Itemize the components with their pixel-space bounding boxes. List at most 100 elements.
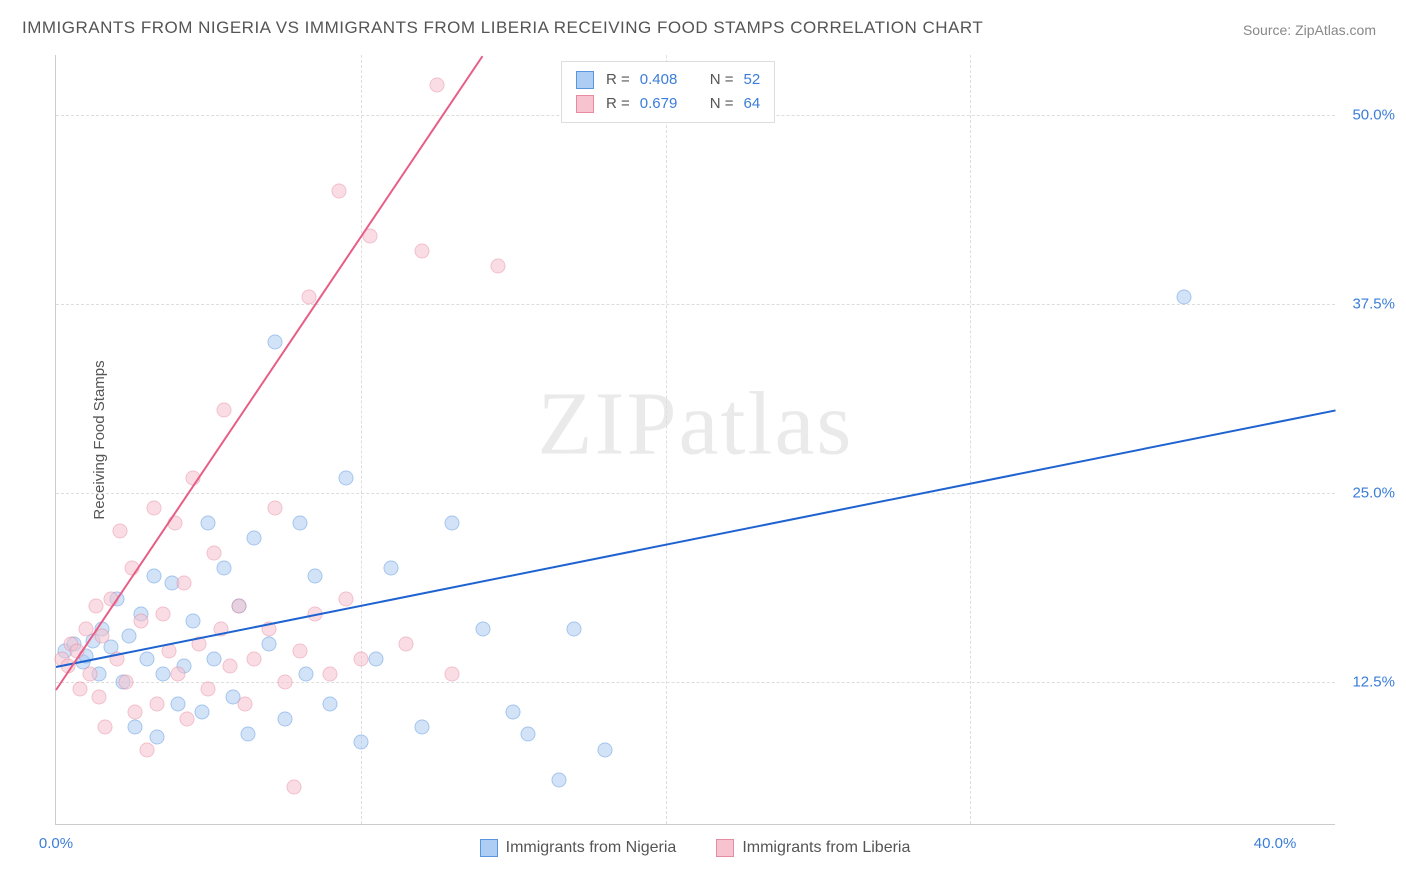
scatter-point-liberia [207, 546, 222, 561]
scatter-point-liberia [149, 697, 164, 712]
scatter-point-nigeria [195, 704, 210, 719]
scatter-point-nigeria [241, 727, 256, 742]
scatter-point-nigeria [247, 531, 262, 546]
scatter-point-nigeria [140, 651, 155, 666]
scatter-point-nigeria [292, 516, 307, 531]
scatter-point-liberia [231, 599, 246, 614]
scatter-point-nigeria [207, 651, 222, 666]
scatter-point-liberia [490, 259, 505, 274]
y-tick-label: 37.5% [1352, 296, 1395, 313]
stats-row-nigeria: R = 0.408 N = 52 [576, 68, 760, 92]
scatter-point-nigeria [262, 636, 277, 651]
scatter-point-liberia [73, 682, 88, 697]
scatter-point-liberia [146, 500, 161, 515]
scatter-point-nigeria [384, 561, 399, 576]
scatter-point-liberia [201, 682, 216, 697]
scatter-point-nigeria [268, 334, 283, 349]
scatter-point-nigeria [186, 614, 201, 629]
swatch-icon [576, 71, 594, 89]
gridline-v [361, 55, 362, 824]
scatter-point-liberia [128, 704, 143, 719]
scatter-point-liberia [429, 78, 444, 93]
r-label: R = [606, 68, 630, 92]
y-tick-label: 12.5% [1352, 673, 1395, 690]
scatter-point-nigeria [597, 742, 612, 757]
scatter-point-nigeria [506, 704, 521, 719]
scatter-point-nigeria [170, 697, 185, 712]
scatter-point-liberia [247, 651, 262, 666]
scatter-point-liberia [180, 712, 195, 727]
scatter-point-nigeria [521, 727, 536, 742]
scatter-point-liberia [301, 289, 316, 304]
scatter-point-nigeria [445, 516, 460, 531]
scatter-point-liberia [216, 402, 231, 417]
scatter-point-liberia [353, 651, 368, 666]
gridline-v [970, 55, 971, 824]
scatter-point-liberia [170, 667, 185, 682]
chart-title: IMMIGRANTS FROM NIGERIA VS IMMIGRANTS FR… [22, 18, 983, 38]
r-value: 0.408 [640, 68, 690, 92]
scatter-point-liberia [268, 500, 283, 515]
r-value: 0.679 [640, 92, 690, 116]
y-tick-label: 50.0% [1352, 107, 1395, 124]
scatter-point-liberia [155, 606, 170, 621]
source-label: Source: ZipAtlas.com [1243, 22, 1376, 38]
y-tick-label: 25.0% [1352, 484, 1395, 501]
legend-item-liberia: Immigrants from Liberia [716, 839, 910, 857]
scatter-point-liberia [97, 719, 112, 734]
trendline-liberia [55, 55, 483, 690]
series-legend: Immigrants from Nigeria Immigrants from L… [55, 839, 1335, 857]
scatter-point-nigeria [122, 629, 137, 644]
scatter-point-nigeria [155, 667, 170, 682]
stats-legend: R = 0.408 N = 52 R = 0.679 N = 64 [561, 61, 775, 123]
scatter-point-nigeria [308, 568, 323, 583]
swatch-icon [576, 95, 594, 113]
plot-region: ZIPatlas R =0.408N =52R =0.679N =64 12.5… [55, 55, 1335, 825]
gridline-h [56, 493, 1335, 494]
scatter-point-liberia [140, 742, 155, 757]
scatter-point-nigeria [201, 516, 216, 531]
scatter-point-liberia [88, 599, 103, 614]
gridline-h [56, 304, 1335, 305]
gridline-v [666, 55, 667, 824]
scatter-point-nigeria [369, 651, 384, 666]
n-label: N = [710, 68, 734, 92]
scatter-point-nigeria [128, 719, 143, 734]
scatter-point-nigeria [277, 712, 292, 727]
r-label: R = [606, 92, 630, 116]
scatter-point-liberia [134, 614, 149, 629]
scatter-point-liberia [292, 644, 307, 659]
n-value: 52 [744, 68, 761, 92]
scatter-point-nigeria [146, 568, 161, 583]
n-value: 64 [744, 92, 761, 116]
scatter-point-nigeria [338, 470, 353, 485]
legend-label: Immigrants from Nigeria [506, 839, 677, 857]
swatch-icon [716, 839, 734, 857]
scatter-point-nigeria [551, 772, 566, 787]
scatter-point-liberia [445, 667, 460, 682]
scatter-point-nigeria [475, 621, 490, 636]
scatter-point-liberia [414, 244, 429, 259]
gridline-h [56, 682, 1335, 683]
scatter-point-liberia [399, 636, 414, 651]
scatter-point-liberia [332, 183, 347, 198]
scatter-point-nigeria [323, 697, 338, 712]
scatter-point-liberia [286, 780, 301, 795]
scatter-point-nigeria [353, 734, 368, 749]
scatter-point-liberia [323, 667, 338, 682]
n-label: N = [710, 92, 734, 116]
scatter-point-liberia [222, 659, 237, 674]
scatter-point-nigeria [567, 621, 582, 636]
scatter-point-liberia [277, 674, 292, 689]
scatter-point-nigeria [1176, 289, 1191, 304]
watermark: ZIPatlas [538, 373, 854, 476]
scatter-point-nigeria [298, 667, 313, 682]
scatter-point-liberia [113, 523, 128, 538]
scatter-point-liberia [119, 674, 134, 689]
stats-row-liberia: R = 0.679 N = 64 [576, 92, 760, 116]
scatter-point-liberia [338, 591, 353, 606]
legend-label: Immigrants from Liberia [742, 839, 910, 857]
scatter-point-liberia [91, 689, 106, 704]
scatter-point-nigeria [414, 719, 429, 734]
chart-area: Receiving Food Stamps ZIPatlas R =0.408N… [55, 55, 1335, 825]
